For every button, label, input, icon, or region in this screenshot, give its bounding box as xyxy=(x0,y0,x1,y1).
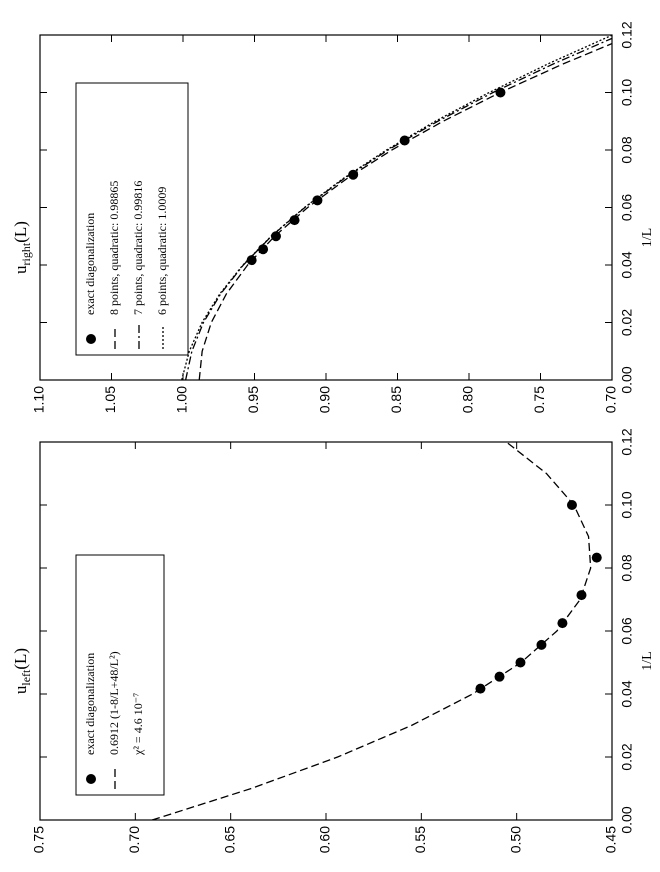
x-tick-label: 0.12 xyxy=(619,428,635,455)
x-axis-title: 1/L xyxy=(640,228,655,247)
y-tick-label: 0.50 xyxy=(507,826,523,853)
legend-marker xyxy=(86,774,96,784)
y-axis-title: uleft(L) xyxy=(11,648,33,694)
y-tick-label: 0.75 xyxy=(531,386,547,413)
y-axis-title-main: u xyxy=(11,265,30,274)
x-tick-label: 0.10 xyxy=(619,491,635,518)
x-tick-label: 0.02 xyxy=(619,309,635,336)
y-axis-title-sub: right xyxy=(19,242,33,265)
x-tick-label: 0.06 xyxy=(619,617,635,644)
legend-label: 6 points, quadratic: 1.0009 xyxy=(155,187,169,315)
y-tick-label: 0.65 xyxy=(221,826,237,853)
legend-label: 8 points, quadratic: 0.98865 xyxy=(107,181,121,315)
plot-area xyxy=(181,35,612,380)
x-tick-label: 0.12 xyxy=(619,21,635,48)
y-axis-title-sub: left xyxy=(19,669,33,686)
y-axis-title-main: u xyxy=(11,685,30,694)
plot-frame xyxy=(39,34,613,381)
y-tick-label: 0.95 xyxy=(245,386,261,413)
data-point xyxy=(566,500,577,510)
x-tick-label: 0.10 xyxy=(619,79,635,106)
y-axis-title-suffix: (L) xyxy=(11,648,30,670)
legend-box xyxy=(75,554,165,796)
fit-curve xyxy=(151,442,592,820)
x-tick-label: 0.08 xyxy=(619,136,635,163)
legend-box xyxy=(75,82,189,356)
legend-marker xyxy=(86,334,96,344)
data-point xyxy=(591,552,602,563)
y-axis-title-suffix: (L) xyxy=(11,221,30,243)
legend-label: exact diagonalization xyxy=(83,653,97,755)
plot-area xyxy=(151,442,602,820)
x-tick-label: 0.02 xyxy=(619,743,635,770)
x-tick-label: 0.00 xyxy=(619,806,635,833)
y-tick-label: 0.70 xyxy=(603,386,619,413)
fit-curve xyxy=(198,42,612,380)
y-tick-label: 1.05 xyxy=(102,386,118,413)
x-tick-label: 0.04 xyxy=(619,680,635,707)
x-tick-label: 0.08 xyxy=(619,554,635,581)
y-tick-label: 0.60 xyxy=(317,826,333,853)
x-tick-label: 0.00 xyxy=(619,366,635,393)
y-tick-label: 0.55 xyxy=(412,826,428,853)
y-tick-label: 0.85 xyxy=(388,386,404,413)
fit-curve xyxy=(181,35,612,380)
x-axis-title: 1/L xyxy=(640,651,655,670)
y-tick-label: 0.80 xyxy=(460,386,476,413)
legend-label: 0.6912 (1-8/L+48/L²) xyxy=(107,651,121,755)
plot-frame xyxy=(39,441,613,821)
y-tick-label: 0.75 xyxy=(31,826,47,853)
x-tick-label: 0.06 xyxy=(619,194,635,221)
y-tick-label: 0.70 xyxy=(126,826,142,853)
legend-label: 7 points, quadratic: 0.99816 xyxy=(131,181,145,315)
legend-label: exact diagonalization xyxy=(83,213,97,315)
y-tick-label: 1.00 xyxy=(174,386,190,413)
y-tick-label: 0.90 xyxy=(317,386,333,413)
x-tick-label: 0.04 xyxy=(619,251,635,278)
annotation: χ² = 4.6 10⁻⁷ xyxy=(131,693,145,756)
y-axis-title: uright(L) xyxy=(11,221,33,274)
y-tick-label: 0.45 xyxy=(603,826,619,853)
y-tick-label: 1.10 xyxy=(31,386,47,413)
